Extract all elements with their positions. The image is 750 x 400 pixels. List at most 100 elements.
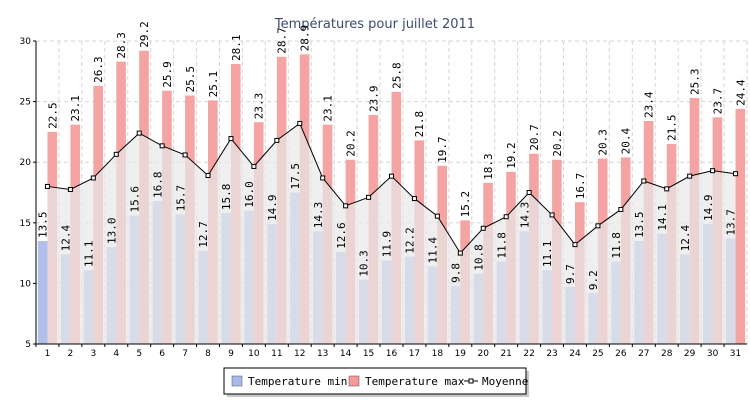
max-value-label: 23.3	[253, 93, 266, 120]
average-marker	[411, 196, 417, 202]
legend-label: Moyenne	[482, 375, 528, 388]
average-marker	[159, 143, 165, 149]
max-value-label: 19.7	[436, 136, 449, 163]
min-value-label: 10.8	[472, 244, 485, 271]
max-value-label: 28.9	[299, 25, 312, 52]
x-tick-label: 23	[546, 349, 557, 359]
min-value-label: 9.7	[564, 264, 577, 284]
x-tick-label: 12	[294, 349, 305, 359]
x-tick-label: 1	[45, 349, 51, 359]
x-tick-label: 25	[592, 349, 603, 359]
average-marker	[434, 213, 440, 219]
bar-max	[735, 108, 746, 344]
y-tick-label: 5	[25, 340, 31, 350]
legend-marker-swatch	[468, 378, 474, 384]
min-value-label: 11.8	[495, 232, 508, 259]
legend-swatch	[348, 375, 360, 387]
x-tick-label: 30	[707, 349, 719, 359]
average-area	[47, 123, 736, 344]
x-tick-label: 24	[569, 349, 581, 359]
max-value-label: 24.4	[734, 79, 747, 106]
max-value-label: 20.2	[344, 130, 357, 157]
average-marker	[687, 173, 693, 179]
chart-title: Températures pour juillet 2011	[274, 17, 475, 32]
x-tick-label: 17	[409, 349, 420, 359]
average-marker	[526, 190, 532, 195]
legend-label: Temperature max	[365, 375, 465, 388]
average-marker	[733, 171, 739, 177]
min-value-label: 12.4	[679, 224, 692, 251]
max-value-label: 25.8	[390, 62, 403, 89]
average-marker	[90, 175, 96, 181]
min-value-label: 11.1	[541, 241, 554, 268]
data-labels: 13.5 22.5 12.4 23.1 11.1 26.3 13.0 28.3 15.6 29.2…	[37, 21, 748, 290]
average-marker	[136, 130, 142, 136]
max-value-label: 28.3	[115, 32, 128, 58]
min-value-label: 13.5	[633, 211, 646, 238]
y-tick-label: 15	[20, 219, 31, 229]
legend: Temperature min Temperature max Moyenne	[223, 367, 529, 397]
max-value-label: 15.2	[459, 191, 472, 218]
average-marker	[572, 242, 578, 248]
max-value-label: 29.2	[138, 21, 151, 48]
x-tick-label: 14	[340, 349, 352, 359]
x-tick-label: 21	[500, 349, 511, 359]
x-tick-label: 7	[182, 349, 188, 359]
x-tick-label: 27	[638, 349, 649, 359]
x-tick-label: 19	[455, 349, 467, 359]
min-value-label: 14.1	[656, 204, 669, 231]
min-value-label: 17.5	[289, 163, 302, 190]
average-marker	[389, 173, 394, 179]
max-value-label: 21.8	[413, 111, 426, 138]
legend-swatch	[231, 375, 243, 387]
min-value-label: 13.5	[37, 211, 50, 238]
min-value-label: 11.1	[83, 241, 96, 268]
average-marker	[205, 173, 211, 179]
min-value-label: 15.7	[174, 185, 187, 212]
x-tick-label: 28	[661, 349, 673, 359]
max-value-label: 20.4	[620, 127, 633, 154]
average-marker	[664, 186, 670, 192]
average-marker	[549, 212, 555, 218]
y-tick-label: 10	[20, 279, 32, 289]
min-value-label: 16.0	[243, 181, 256, 208]
min-value-label: 16.8	[151, 171, 164, 198]
y-tick-label: 30	[20, 37, 32, 47]
max-value-label: 23.4	[643, 91, 656, 118]
min-value-label: 10.3	[358, 250, 371, 277]
min-value-label: 9.2	[587, 270, 600, 290]
y-tick-label: 25	[20, 98, 31, 108]
max-value-label: 28.1	[230, 35, 243, 62]
min-value-label: 14.9	[266, 195, 279, 222]
x-tick-label: 8	[205, 349, 211, 359]
max-value-label: 20.7	[528, 124, 541, 151]
max-value-label: 18.3	[482, 153, 495, 179]
min-value-label: 12.4	[60, 224, 73, 251]
min-value-label: 14.3	[312, 202, 325, 229]
min-value-label: 11.9	[381, 231, 394, 258]
max-value-label: 25.5	[184, 66, 197, 93]
max-value-label: 25.1	[207, 71, 220, 98]
average-marker	[113, 151, 119, 157]
x-tick-label: 16	[386, 349, 398, 359]
x-tick-label: 13	[317, 349, 328, 359]
average-marker	[457, 250, 463, 256]
max-value-label: 25.3	[688, 68, 701, 95]
average-marker	[480, 225, 486, 231]
min-value-label: 9.8	[449, 263, 462, 283]
average-marker	[44, 183, 50, 189]
max-value-label: 16.7	[574, 173, 587, 200]
bar-min	[37, 240, 48, 344]
x-tick-label: 9	[228, 349, 234, 359]
average-marker	[595, 223, 601, 229]
x-tick-label: 5	[136, 349, 142, 359]
min-value-label: 12.2	[404, 227, 417, 254]
x-tick-label: 31	[730, 349, 741, 359]
min-value-label: 12.7	[197, 221, 210, 248]
x-tick-label: 2	[68, 349, 74, 359]
average-marker	[503, 214, 509, 220]
average-marker	[641, 178, 647, 184]
x-tick-label: 3	[90, 349, 96, 359]
average-line	[44, 120, 739, 344]
